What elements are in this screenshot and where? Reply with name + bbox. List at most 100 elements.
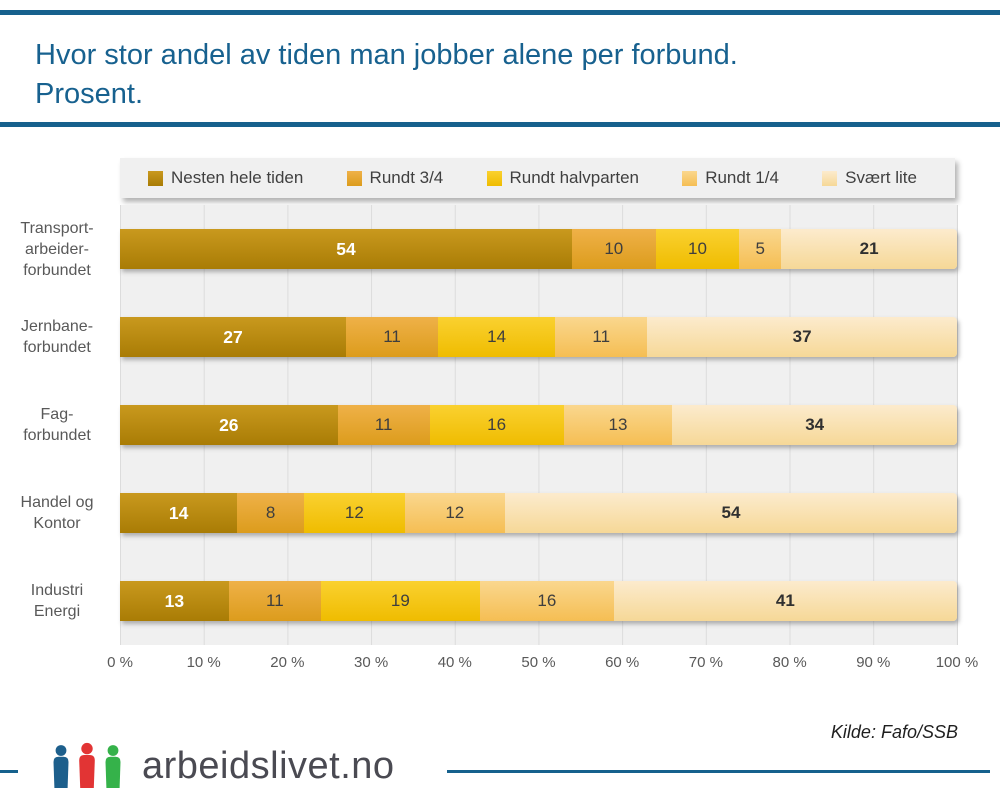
category-label: Fag-forbundet xyxy=(0,381,114,469)
bar-value: 13 xyxy=(608,415,628,434)
category-axis: Transport-arbeider-forbundet Jernbane-for… xyxy=(0,205,114,645)
legend-label: Svært lite xyxy=(845,168,917,187)
category-label-text: Transport-arbeider-forbundet xyxy=(20,219,94,279)
footer-rule-right xyxy=(447,770,990,773)
bar-value: 16 xyxy=(487,415,507,434)
bar-segment: 10 xyxy=(571,229,656,269)
category-label-text: Jernbane-forbundet xyxy=(20,318,94,356)
x-tick-label: 30 % xyxy=(353,654,389,671)
bar-segment: 34 xyxy=(672,405,957,445)
bar-segment: 16 xyxy=(429,405,564,445)
source-note: Kilde: Fafo/SSB xyxy=(830,722,958,742)
bar-value: 10 xyxy=(688,239,707,258)
bar-segment: 11 xyxy=(337,405,430,445)
bar-value: 19 xyxy=(390,591,410,610)
x-tick-label: 0 % xyxy=(107,654,133,671)
bar: 26 11 16 13 34 xyxy=(120,405,957,445)
legend-swatch-icon xyxy=(346,170,362,186)
bar-value: 11 xyxy=(374,415,393,434)
legend-swatch-icon xyxy=(148,170,163,186)
bar-row: 26 11 16 13 34 xyxy=(120,381,957,469)
x-tick-label: 70 % xyxy=(688,654,723,671)
x-tick-label: 20 % xyxy=(270,654,305,671)
bar-value: 14 xyxy=(487,327,507,346)
bar-segment: 11 xyxy=(555,317,648,357)
top-rule xyxy=(0,10,1000,15)
bar-segment: 13 xyxy=(563,405,673,445)
page-title: Hvor stor andel av tiden man jobber alen… xyxy=(35,39,738,110)
legend-item: Rundt 3/4 xyxy=(346,168,444,188)
category-label: Transport-arbeider-forbundet xyxy=(0,205,114,293)
legend-item: Rundt 1/4 xyxy=(682,168,779,188)
legend-swatch-icon xyxy=(682,170,698,186)
x-tick-label: 10 % xyxy=(186,654,221,671)
bar-segment: 14 xyxy=(120,493,238,533)
bar: 54 10 10 5 21 xyxy=(120,229,957,269)
bar-segment: 41 xyxy=(613,581,957,621)
bar-value: 41 xyxy=(775,591,795,610)
bar-value: 10 xyxy=(604,239,624,258)
logo: arbeidslivet.no xyxy=(50,742,395,790)
x-tick-label: 60 % xyxy=(605,654,640,671)
bar-segment: 10 xyxy=(655,229,740,269)
bar-value: 13 xyxy=(164,590,185,611)
x-tick-label: 90 % xyxy=(856,654,891,671)
bar: 27 11 14 11 37 xyxy=(120,317,957,357)
legend-item: Svært lite xyxy=(822,168,917,188)
bar-row: 54 10 10 5 21 xyxy=(120,205,957,293)
bar-segment: 14 xyxy=(438,317,556,357)
bar-value: 12 xyxy=(344,503,364,522)
bar-value: 16 xyxy=(537,591,557,610)
bar-segment: 37 xyxy=(647,317,957,357)
bar-segment: 54 xyxy=(120,229,572,269)
category-label-text: Industri Energi xyxy=(30,582,84,620)
bar-row: 27 11 14 11 37 xyxy=(120,293,957,381)
bar-segment: 16 xyxy=(479,581,614,621)
bar-value: 27 xyxy=(223,326,243,347)
bar-segment: 13 xyxy=(120,581,229,621)
plot-area: 54 10 10 5 21 27 11 14 11 37 26 11 16 13 34 14 8 12 12 54 13… xyxy=(120,205,958,645)
bar-value: 21 xyxy=(859,239,879,258)
category-label-text: Fag-forbundet xyxy=(23,406,91,444)
bar-segment: 12 xyxy=(404,493,505,533)
bar-value: 26 xyxy=(219,414,239,435)
bar-row: 13 11 19 16 41 xyxy=(120,557,957,645)
bar-value: 12 xyxy=(445,503,465,522)
legend-item: Nesten hele tiden xyxy=(148,168,303,188)
bar-value: 11 xyxy=(266,591,284,610)
legend-label: Rundt halvparten xyxy=(509,168,639,187)
bar-value: 8 xyxy=(265,503,276,522)
bar-segment: 11 xyxy=(228,581,321,621)
x-tick-label: 40 % xyxy=(437,654,472,671)
logo-text: arbeidslivet.no xyxy=(142,744,395,787)
bar-segment: 8 xyxy=(237,493,305,533)
x-tick-label: 50 % xyxy=(521,654,556,671)
category-label: Jernbane-forbundet xyxy=(0,293,114,381)
bar: 13 11 19 16 41 xyxy=(120,581,957,621)
bar-value: 37 xyxy=(792,327,812,346)
legend-label: Rundt 3/4 xyxy=(369,168,444,187)
bar-segment: 5 xyxy=(739,229,782,269)
legend: Nesten hele tiden Rundt 3/4 Rundt halvpart… xyxy=(120,158,955,198)
legend-swatch-icon xyxy=(486,170,502,186)
bar-segment: 19 xyxy=(320,581,480,621)
bar-value: 11 xyxy=(592,327,611,346)
bar-value: 5 xyxy=(755,239,765,258)
bar-value: 11 xyxy=(383,327,401,346)
bar-segment: 12 xyxy=(304,493,405,533)
legend-item: Rundt halvparten xyxy=(486,168,639,188)
x-tick-label: 100 % xyxy=(935,654,979,671)
bar-segment: 11 xyxy=(345,317,439,357)
bar: 14 8 12 12 54 xyxy=(120,493,957,533)
bar-segment: 21 xyxy=(781,229,957,269)
category-label: Handel og Kontor xyxy=(0,469,114,557)
category-label: Industri Energi xyxy=(0,557,114,645)
legend-label: Nesten hele tiden xyxy=(171,168,304,187)
legend-label: Rundt 1/4 xyxy=(705,168,779,187)
bar-value: 14 xyxy=(168,502,189,523)
bar-segment: 27 xyxy=(120,317,346,357)
legend-swatch-icon xyxy=(822,170,838,186)
bar-segment: 54 xyxy=(505,493,957,533)
bar-value: 54 xyxy=(721,503,741,522)
bar-segment: 26 xyxy=(120,405,338,445)
